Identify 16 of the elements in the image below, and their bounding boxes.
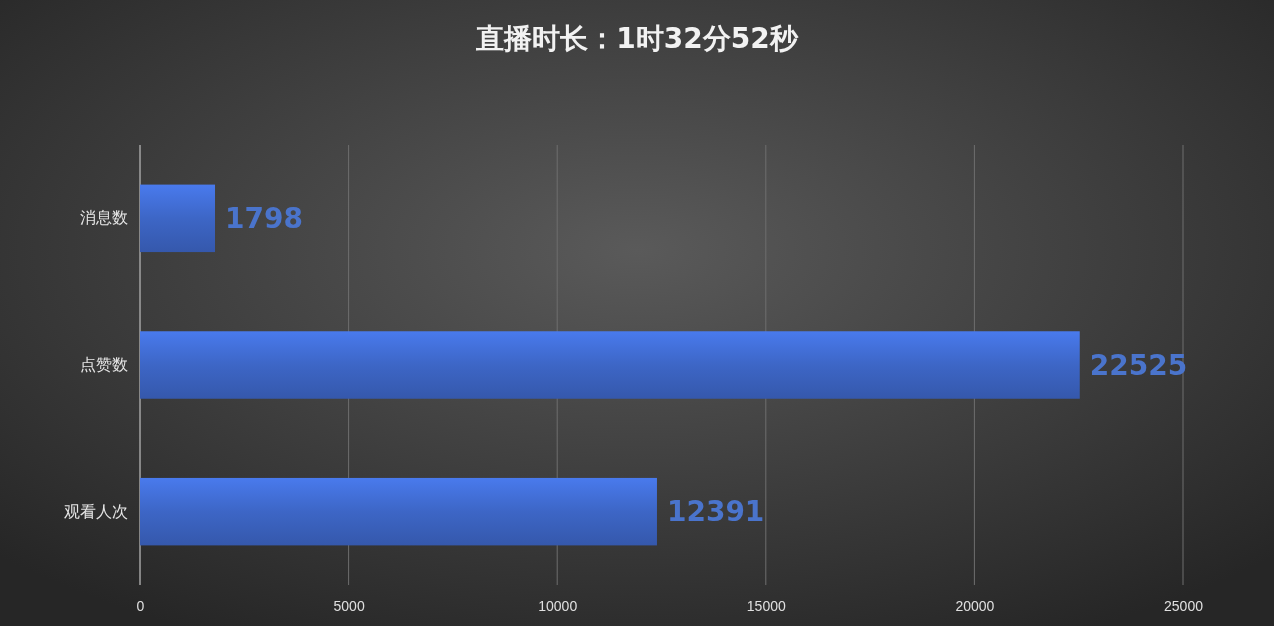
data-label: 12391 [666,495,765,529]
y-tick-label: 点赞数 [80,356,128,374]
x-tick-label: 20000 [955,597,995,614]
x-tick-label: 5000 [333,597,365,614]
x-tick-label: 15000 [746,597,786,614]
x-tick-label: 0 [136,597,145,614]
chart-title: 直播时长：1时32分52秒 [475,22,799,55]
bar [140,331,1080,399]
y-tick-label: 消息数 [80,209,128,227]
data-label: 22525 [1089,348,1188,382]
y-tick-label: 观看人次 [64,502,128,520]
data-label: 1798 [225,202,303,236]
bar [140,477,657,546]
bar [140,184,216,253]
x-tick-label: 25000 [1164,597,1204,614]
x-tick-label: 10000 [538,597,578,614]
